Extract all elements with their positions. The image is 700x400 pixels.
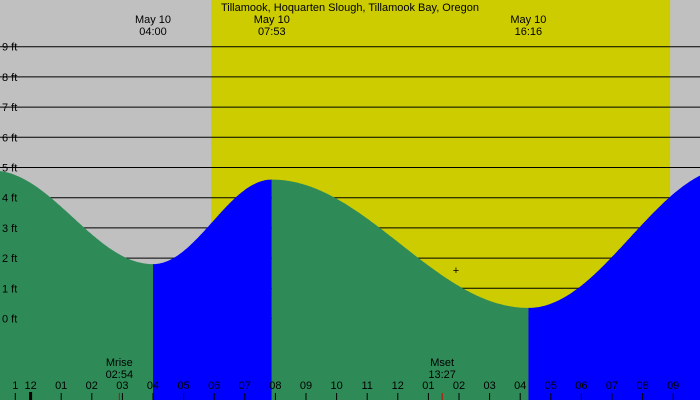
hour-tick-label: 01 xyxy=(55,380,67,392)
tide-event-date: May 10 xyxy=(135,14,171,26)
height-tick-label: 1 ft xyxy=(2,283,17,295)
rising-tide-segment xyxy=(153,179,272,400)
hour-tick-label: 12 xyxy=(24,380,36,392)
hour-tick-label: 06 xyxy=(208,380,220,392)
hour-tick-label: 01 xyxy=(422,380,434,392)
moon-event-label: Mrise xyxy=(106,357,133,369)
hour-tick-label: 03 xyxy=(116,380,128,392)
hour-tick-label: 04 xyxy=(147,380,159,392)
tide-event-date: May 10 xyxy=(254,14,290,26)
tide-event-time: 04:00 xyxy=(139,26,167,38)
hour-tick-label: 05 xyxy=(177,380,189,392)
tide-event-time: 16:16 xyxy=(515,26,543,38)
height-tick-label: 9 ft xyxy=(2,42,17,54)
moon-event-time: 13:27 xyxy=(428,369,456,381)
height-tick-label: 6 ft xyxy=(2,132,17,144)
hour-tick-label: 1 xyxy=(12,380,18,392)
height-tick-label: 2 ft xyxy=(2,253,17,265)
hour-tick-label: 08 xyxy=(636,380,648,392)
hour-tick-label: 04 xyxy=(514,380,526,392)
hour-tick-label: 09 xyxy=(300,380,312,392)
height-axis-labels: 0 ft 1 ft 2 ft 3 ft 4 ft 5 ft 6 ft 7 ft 8 ft 9 ft xyxy=(2,42,17,326)
hour-tick-label: 02 xyxy=(453,380,465,392)
height-tick-label: 5 ft xyxy=(2,163,17,175)
hour-tick-label: 12 xyxy=(392,380,404,392)
height-tick-label: 7 ft xyxy=(2,102,17,114)
tide-event-date: May 10 xyxy=(510,14,546,26)
hour-tick-label: 08 xyxy=(269,380,281,392)
height-tick-label: 4 ft xyxy=(2,193,17,205)
hour-tick-label: 09 xyxy=(667,380,679,392)
height-tick-label: 3 ft xyxy=(2,223,17,235)
hour-tick-label: 07 xyxy=(239,380,251,392)
hour-axis: 1 12 01 02 03 04 05 06 07 08 09 10 11 12 01 02 03 04 05 06 0… xyxy=(12,380,679,400)
hour-tick-label: 02 xyxy=(86,380,98,392)
tide-curve xyxy=(0,171,700,400)
height-tick-label: 8 ft xyxy=(2,72,17,84)
current-height-marker: + xyxy=(453,265,459,277)
hour-tick-label: 03 xyxy=(483,380,495,392)
hour-tick-label: 07 xyxy=(606,380,618,392)
current-position-marker: + xyxy=(29,265,459,400)
moon-event-label: Mset xyxy=(430,357,454,369)
rising-tide-segment xyxy=(528,175,700,400)
hour-tick-label: 06 xyxy=(575,380,587,392)
falling-tide-segment xyxy=(0,171,153,400)
chart-title: Tillamook, Hoquarten Slough, Tillamook B… xyxy=(221,2,479,14)
height-tick-label: 0 ft xyxy=(2,314,17,326)
hour-tick-label: 11 xyxy=(361,380,372,392)
falling-tide-segment xyxy=(271,179,529,400)
tide-event-time: 07:53 xyxy=(258,26,286,38)
hour-tick-label: 10 xyxy=(330,380,342,392)
moon-event-time: 02:54 xyxy=(106,369,134,381)
hour-tick-label: 05 xyxy=(545,380,557,392)
